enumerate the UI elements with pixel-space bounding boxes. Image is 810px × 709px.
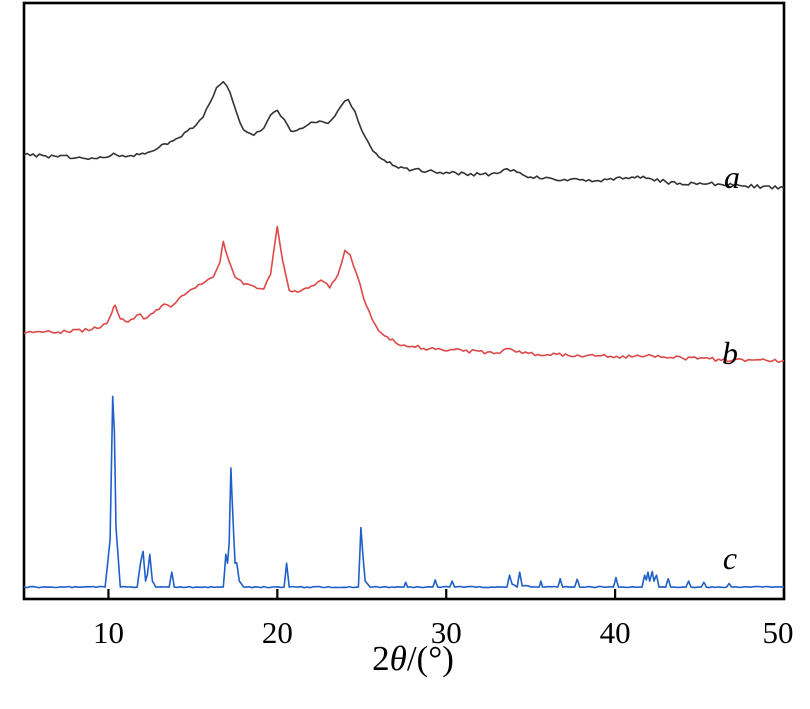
series-label-b: b (722, 335, 738, 371)
x-tick-label-40: 40 (600, 615, 631, 650)
series-line-b (23, 225, 785, 363)
x-axis-title: 2θ/(°) (372, 639, 454, 678)
x-tick-label-30: 30 (431, 615, 462, 650)
x-axis-title-prefix: 2 (372, 639, 390, 678)
x-tick-label-10: 10 (93, 615, 124, 650)
series-line-c (23, 395, 785, 589)
x-tick-label-20: 20 (262, 615, 293, 650)
x-axis-title-suffix: /(°) (407, 639, 454, 678)
series-label-a: a (724, 159, 740, 195)
plot-frame (22, 1, 786, 601)
series-line-a (23, 80, 785, 190)
x-axis-title-theta: θ (390, 639, 407, 678)
series-label-layer: a b c (722, 159, 740, 576)
x-axis-ticks: 10 20 30 40 50 (93, 589, 794, 650)
series-label-c: c (723, 540, 737, 576)
series-layer (23, 80, 785, 589)
x-tick-label-50: 50 (763, 615, 794, 650)
